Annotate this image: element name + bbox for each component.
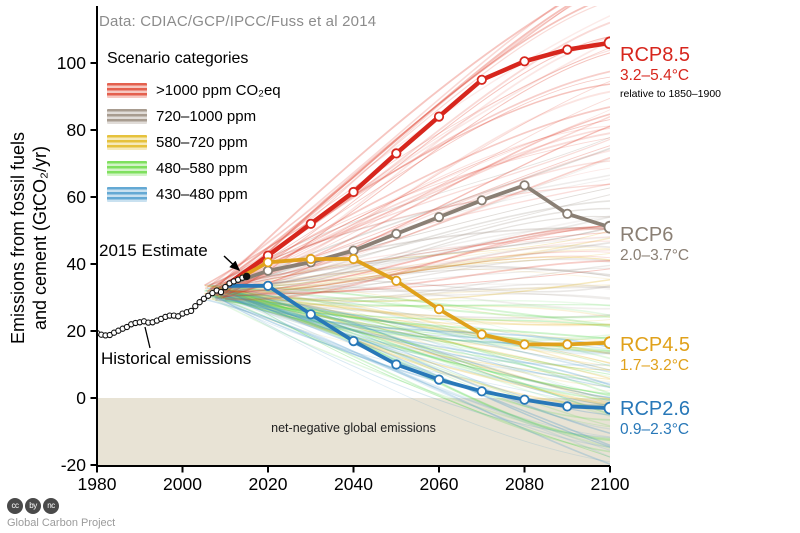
legend-item-label: 580–720 ppm (156, 133, 248, 151)
annotation-2015-arrow (223, 255, 241, 272)
legend-item: 720–1000 ppm (107, 103, 281, 129)
net-negative-label: net-negative global emissions (271, 421, 436, 435)
legend-item-label: 480–580 ppm (156, 159, 248, 177)
x-tick-label: 2060 (420, 474, 459, 494)
x-tick-label: 2040 (334, 474, 373, 494)
legend-swatch-icon (107, 186, 147, 202)
rcp45-name: RCP4.5 (620, 334, 691, 356)
rcp85-line (223, 40, 610, 289)
rcp6-label-group: RCP6 2.0–3.7°C (620, 224, 798, 265)
y-axis-label-line1: Emissions from fossil fuels (8, 131, 28, 345)
annotation-historical-pointer (144, 326, 151, 349)
legend-item-label: 720–1000 ppm (156, 107, 257, 125)
rcp6-name: RCP6 (620, 224, 674, 246)
y-axis-label-line2: and cement (GtCO₂/yr) (30, 145, 50, 331)
nc-icon: nc (43, 498, 59, 514)
y-axis-label: Emissions from fossil fuels and cement (… (7, 8, 53, 468)
annotation-historical-emissions: Historical emissions (101, 349, 252, 368)
x-tick-label: 1980 (78, 474, 117, 494)
license-badges: cc by nc (7, 498, 59, 514)
scenario-ensemble-fans (204, 6, 610, 465)
x-tick-label: 2080 (505, 474, 544, 494)
legend-item: 480–580 ppm (107, 155, 281, 181)
by-icon: by (25, 498, 41, 514)
rcp26-line (223, 283, 610, 411)
rcp45-label-group: RCP4.5 1.7–3.2°C (620, 334, 798, 375)
rcp6-line (223, 183, 610, 288)
legend-item: 430–480 ppm (107, 181, 281, 207)
legend-swatch-icon (107, 82, 147, 98)
legend-item-label: >1000 ppm CO₂eq (156, 81, 281, 99)
y-tick-label: 40 (67, 254, 87, 274)
legend-items: >1000 ppm CO₂eq 720–1000 ppm 580–720 ppm 48… (107, 77, 281, 207)
legend-item: 580–720 ppm (107, 129, 281, 155)
series-markers (97, 36, 610, 415)
annotation-2015-estimate: 2015 Estimate (99, 241, 208, 260)
net-negative-region (97, 398, 610, 466)
legend-swatch-icon (107, 134, 147, 150)
legend-item: >1000 ppm CO₂eq (107, 77, 281, 103)
legend: Scenario categories >1000 ppm CO₂eq 720–1… (107, 50, 281, 207)
x-tick-label: 2020 (249, 474, 288, 494)
legend-swatch-icon (107, 108, 147, 124)
rcp85-label-group: RCP8.5 3.2–5.4°C relative to 1850–1900 (620, 44, 798, 100)
rcp45-temp: 1.7–3.2°C (620, 357, 690, 374)
rcp85-name: RCP8.5 (620, 44, 691, 66)
rcp6-temp: 2.0–3.7°C (620, 247, 690, 264)
rcp45-line (223, 257, 610, 347)
cc-icon: cc (7, 498, 23, 514)
rcp85-note: relative to 1850–1900 (620, 88, 721, 100)
rcp26-label-group: RCP2.6 0.9–2.3°C (620, 398, 798, 439)
y-tick-label: 20 (67, 321, 87, 341)
source-note: Data: CDIAC/GCP/IPCC/Fuss et al 2014 (99, 13, 377, 30)
y-tick-label: 0 (76, 388, 86, 408)
main-series-lines (97, 40, 610, 411)
x-tick-label: 2100 (591, 474, 630, 494)
y-tick-label: -20 (61, 455, 87, 475)
legend-title: Scenario categories (107, 50, 249, 67)
legend-swatch-icon (107, 160, 147, 176)
x-tick-label: 2000 (163, 474, 202, 494)
annotation-pointers (144, 255, 241, 349)
rcp26-temp: 0.9–2.3°C (620, 421, 690, 438)
credit-text: Global Carbon Project (7, 517, 116, 529)
rcp26-name: RCP2.6 (620, 398, 691, 420)
rcp85-temp: 3.2–5.4°C (620, 67, 690, 84)
legend-item-label: 430–480 ppm (156, 185, 248, 203)
y-tick-label: 100 (57, 53, 86, 73)
y-tick-label: 60 (67, 187, 87, 207)
y-tick-label: 80 (67, 120, 87, 140)
